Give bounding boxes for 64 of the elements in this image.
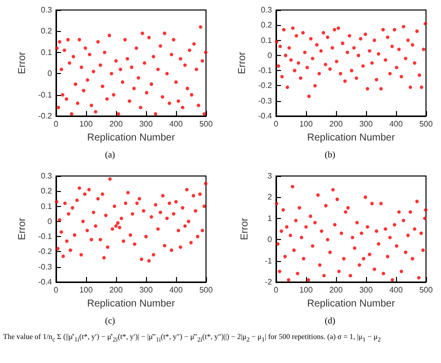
y-tick-label: -0.3: [38, 262, 53, 272]
y-axis-title: Error: [240, 217, 250, 240]
y-tick-label: 0: [48, 69, 53, 78]
y-tick-label: 0.3: [40, 172, 53, 180]
x-tick-label: 100: [299, 286, 314, 294]
x-tick-label: 300: [359, 120, 374, 128]
y-tick-label: -0.1: [38, 90, 53, 100]
x-tick-label: 0: [274, 286, 279, 294]
x-tick-label: 300: [139, 286, 154, 294]
x-tick-label: 300: [139, 120, 154, 128]
x-tick-label: 400: [169, 120, 184, 128]
x-axis-title: Replication Number: [307, 132, 396, 144]
y-tick-label: 0.2: [40, 26, 53, 36]
x-tick-label: 200: [329, 286, 344, 294]
x-tick-label: 100: [79, 286, 94, 294]
y-tick-label: 0.3: [260, 6, 273, 14]
x-axis-title: Replication Number: [87, 298, 176, 310]
x-tick-label: 0: [54, 286, 59, 294]
x-tick-label: 400: [389, 286, 404, 294]
text: (b): [324, 150, 336, 160]
y-tick-label: 0: [48, 216, 53, 226]
x-tick-label: 100: [299, 120, 314, 128]
y-tick-label: 0.3: [40, 6, 53, 14]
y-tick-label: 2: [268, 192, 273, 202]
y-tick-label: 0.1: [40, 202, 53, 211]
x-tick-label: 100: [79, 120, 94, 128]
x-tick-label: 400: [169, 286, 184, 294]
x-tick-label: 500: [199, 120, 214, 128]
y-tick-label: 0: [268, 235, 273, 244]
x-axis-title: Replication Number: [307, 298, 396, 310]
y-tick-label: 0: [268, 50, 273, 60]
y-tick-label: -0.1: [258, 66, 273, 76]
text: (c): [105, 316, 115, 326]
y-tick-label: -0.2: [38, 247, 53, 256]
x-tick-label: 400: [389, 120, 404, 128]
x-tick-label: 500: [419, 120, 434, 128]
x-axis-title: Replication Number: [87, 132, 176, 144]
text: (d): [324, 316, 336, 326]
y-tick-label: 0.1: [260, 36, 273, 45]
x-tick-label: 200: [329, 120, 344, 128]
y-tick-label: -0.2: [38, 112, 53, 120]
y-axis-title: Error: [16, 51, 28, 74]
y-axis-title: Error: [236, 51, 248, 74]
x-tick-label: 500: [419, 286, 434, 294]
y-tick-label: -1: [264, 256, 273, 266]
y-tick-label: 0.2: [260, 20, 273, 30]
y-tick-label: -0.1: [38, 232, 53, 242]
y-tick-label: 1: [268, 214, 273, 223]
y-tick-label: -0.4: [38, 278, 53, 286]
y-axis-title: Error: [16, 217, 28, 240]
y-tick-label: 3: [268, 172, 273, 180]
y-tick-label: -0.2: [258, 81, 273, 90]
y-tick-label: -0.4: [258, 112, 273, 120]
y-tick-label: -0.3: [258, 96, 273, 106]
x-tick-label: 300: [359, 286, 374, 294]
x-tick-label: 200: [109, 120, 124, 128]
x-tick-label: 500: [199, 286, 214, 294]
x-tick-label: 200: [109, 286, 124, 294]
x-tick-label: 0: [274, 120, 279, 128]
text: (a): [105, 150, 115, 160]
y-tick-label: 0.2: [40, 186, 53, 196]
x-tick-label: 0: [54, 120, 59, 128]
y-tick-label: -2: [264, 278, 273, 286]
y-tick-label: 0.1: [40, 48, 53, 57]
